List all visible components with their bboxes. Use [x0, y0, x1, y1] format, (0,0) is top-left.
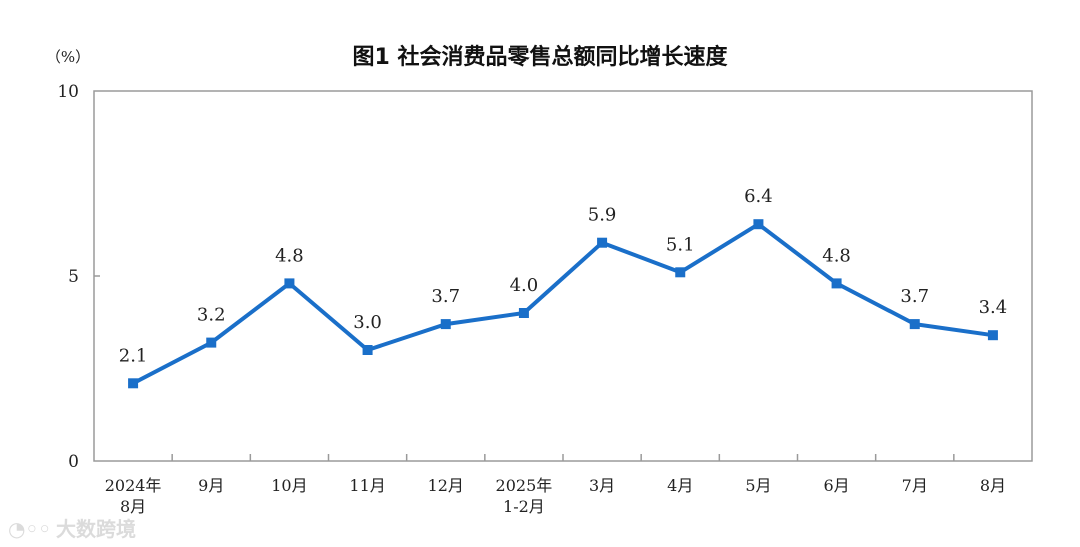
data-label: 5.1 — [666, 234, 695, 255]
watermark: ◔◦◦ 大数跨境 — [8, 517, 136, 541]
data-labels: 2.1 3.2 4.8 3.0 3.7 4.0 5.9 5.1 6.4 4.8 3.7 3.4 — [119, 186, 1007, 366]
data-label: 3.0 — [353, 312, 382, 333]
x-tick-label: 6月 — [823, 476, 849, 495]
data-point — [597, 237, 608, 248]
y-tick-label: 10 — [57, 82, 79, 102]
data-point — [518, 308, 529, 318]
data-point — [206, 337, 217, 348]
data-point — [284, 278, 295, 289]
data-label: 3.7 — [431, 286, 460, 307]
x-tick-label: 12月 — [428, 476, 464, 495]
watermark-text: 大数跨境 — [56, 517, 136, 541]
data-point — [675, 267, 686, 278]
data-point — [909, 319, 920, 330]
data-point — [831, 278, 842, 289]
x-tick-label: 7月 — [902, 476, 928, 495]
data-point — [440, 319, 451, 330]
x-tick-label: 8月 — [120, 497, 146, 516]
series-markers — [128, 219, 998, 389]
data-label: 6.4 — [744, 186, 773, 207]
data-label: 3.2 — [197, 305, 226, 326]
y-tick-labels: 0 5 10 — [57, 82, 79, 472]
y-tick-label: 0 — [68, 452, 79, 472]
x-tick-label: 9月 — [198, 476, 224, 495]
data-label: 3.4 — [979, 297, 1008, 318]
x-tick-label: 5月 — [745, 476, 771, 495]
x-tick-label: 4月 — [667, 476, 693, 495]
data-point — [128, 378, 139, 389]
data-point — [987, 330, 998, 341]
x-tick-labels: 2024年 8月 9月 10月 11月 12月 2025年 1-2月 3月 4月 5月 6月 7月 8月 — [105, 476, 1006, 516]
data-label: 4.8 — [822, 245, 851, 266]
data-label: 4.0 — [510, 275, 539, 296]
x-tick-label: 2025年 — [496, 476, 553, 495]
x-tick-label: 11月 — [349, 476, 385, 495]
x-tick-label: 1-2月 — [503, 497, 545, 516]
data-label: 2.1 — [119, 345, 148, 366]
y-axis-unit-label: （%） — [46, 48, 90, 66]
y-tick-label: 5 — [68, 267, 79, 287]
axis-ticks — [94, 275, 955, 461]
x-tick-label: 8月 — [980, 476, 1006, 495]
data-point — [753, 219, 764, 230]
data-label: 3.7 — [900, 286, 929, 307]
x-tick-label: 10月 — [271, 476, 307, 495]
x-tick-label: 3月 — [589, 476, 615, 495]
x-tick-label: 2024年 — [105, 476, 162, 495]
chart-title: 图1 社会消费品零售总额同比增长速度 — [353, 44, 729, 70]
watermark-icon: ◔◦◦ — [8, 517, 51, 541]
series-line — [132, 222, 994, 386]
data-label: 5.9 — [588, 205, 617, 226]
data-label: 4.8 — [275, 245, 304, 266]
data-point — [362, 345, 373, 355]
